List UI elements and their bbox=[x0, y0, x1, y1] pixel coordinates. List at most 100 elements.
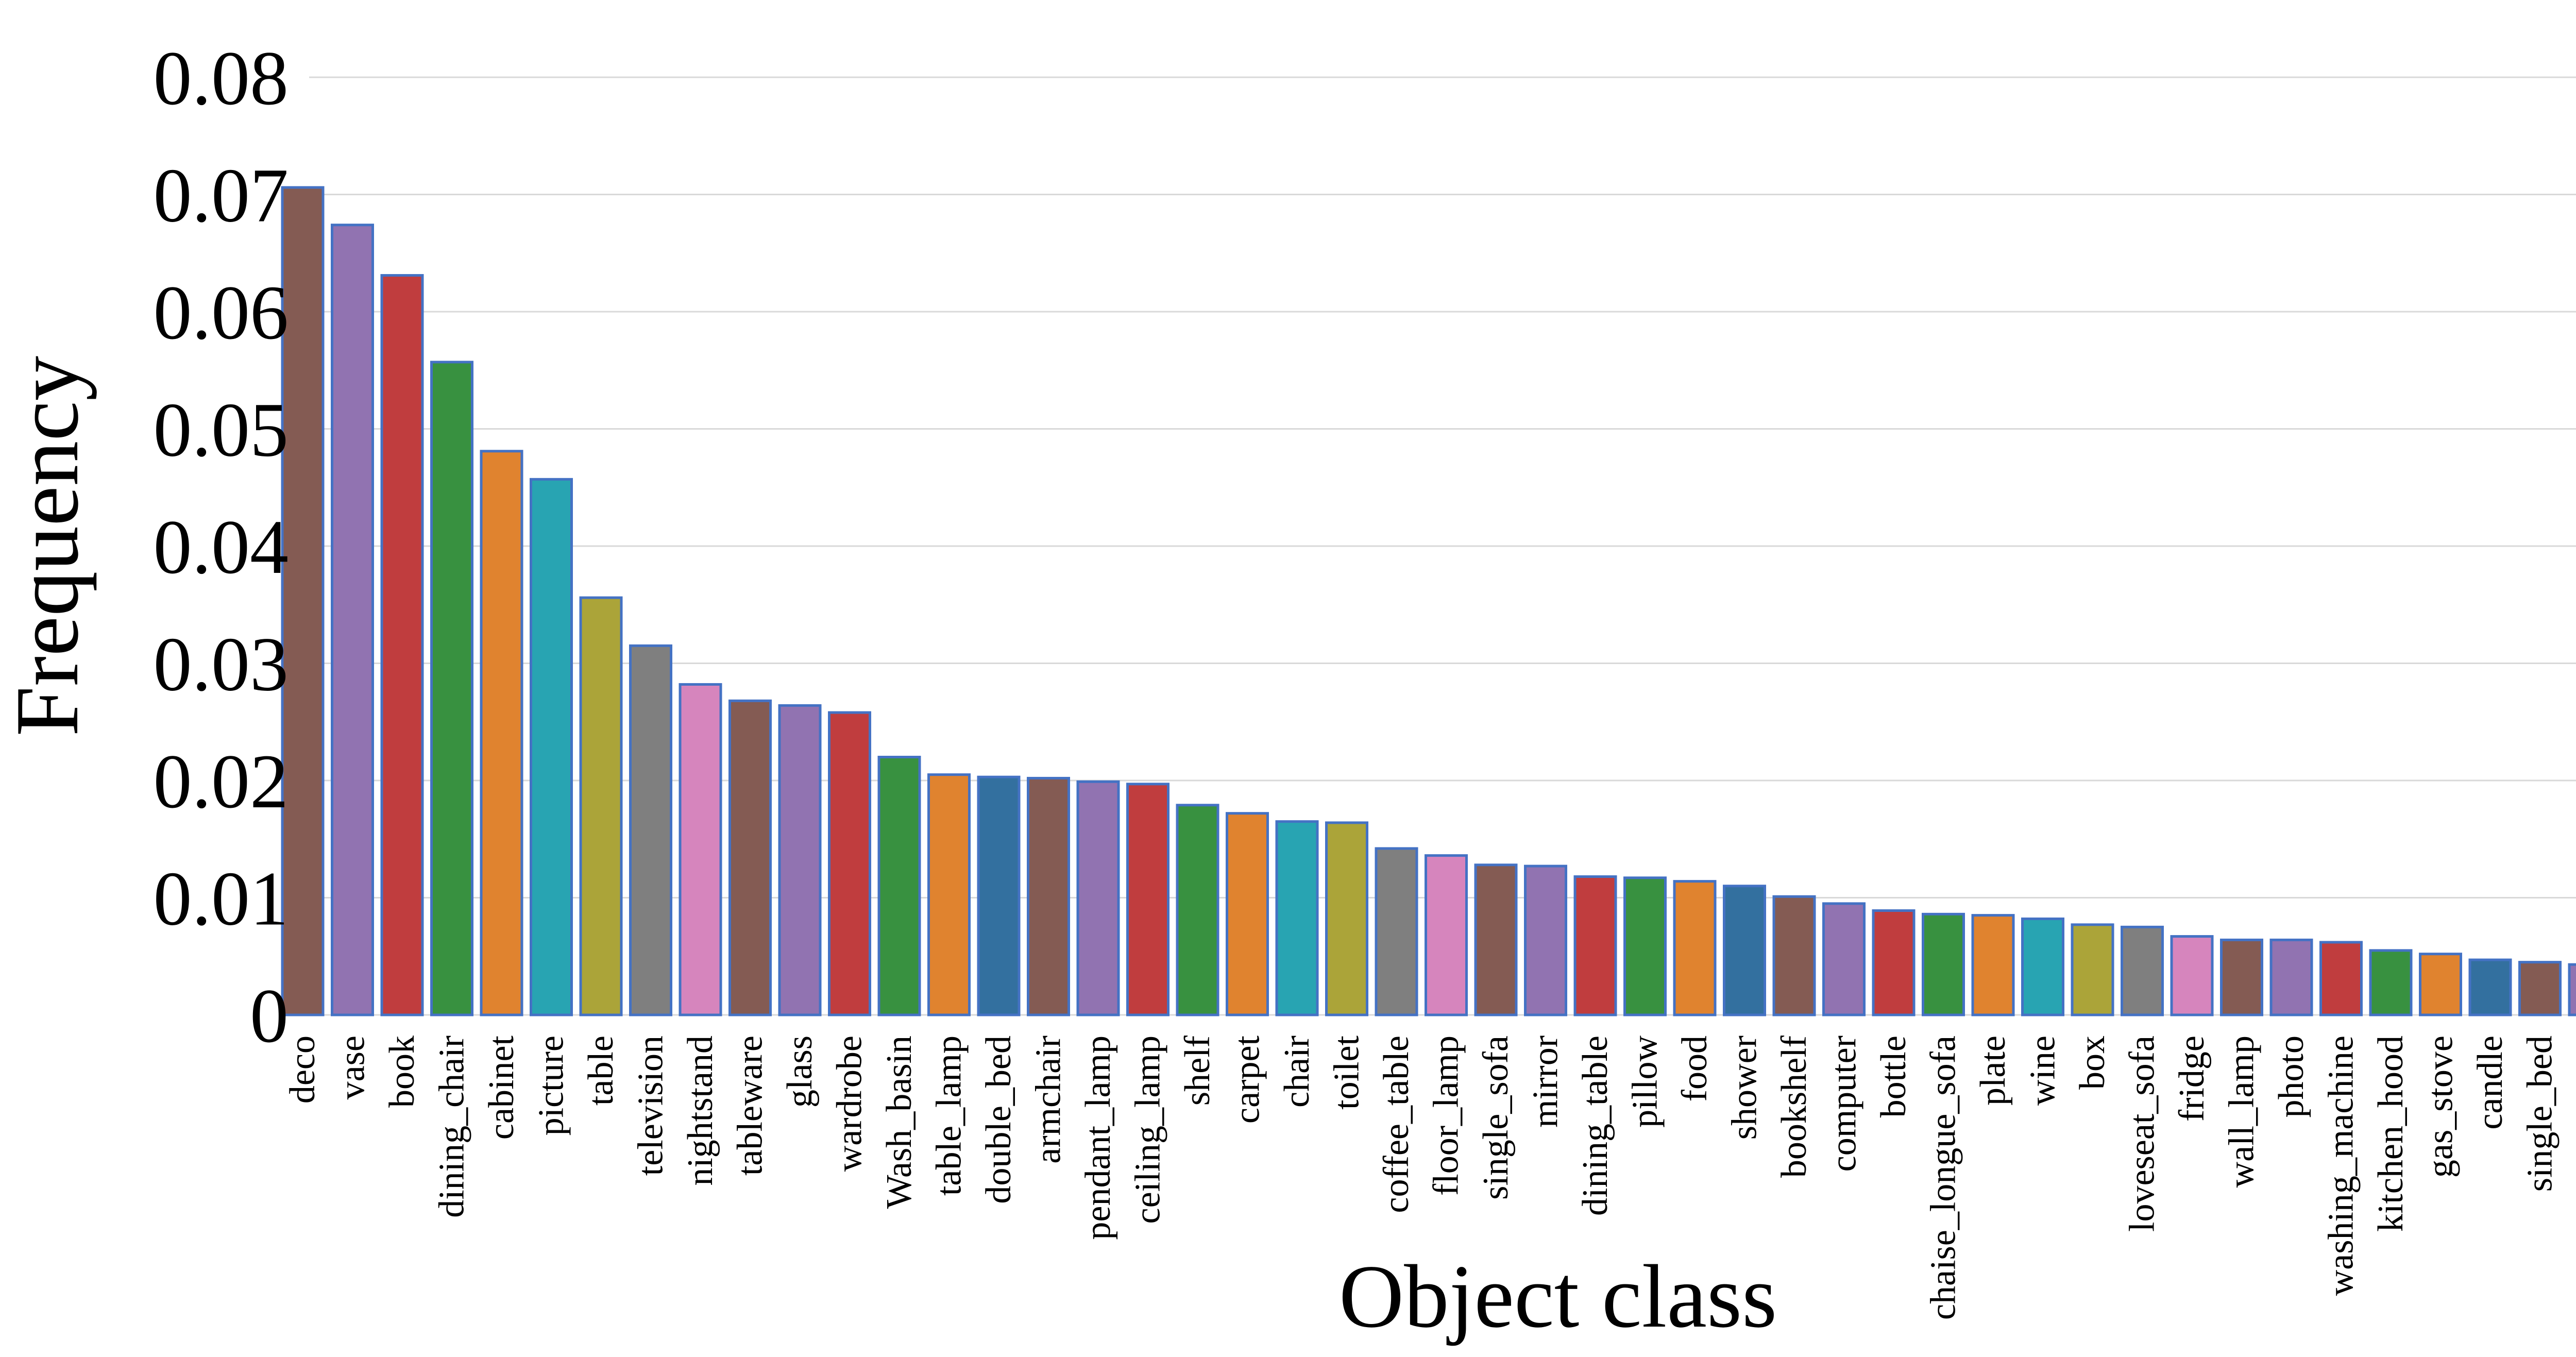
x-tick-label-food: food bbox=[1675, 1036, 1715, 1101]
x-tick-label-book: book bbox=[382, 1036, 422, 1108]
x-tick-label-fridge: fridge bbox=[2172, 1036, 2212, 1122]
bar-loveseat_sofa bbox=[2121, 925, 2164, 1016]
bar-shower bbox=[1723, 885, 1766, 1016]
bar-bookshelf bbox=[1772, 895, 1816, 1016]
bar-glass bbox=[778, 704, 822, 1016]
bar-pillow bbox=[1623, 876, 1667, 1016]
y-tick-label-0.08: 0.08 bbox=[154, 36, 289, 121]
x-axis-title: Object class bbox=[1339, 1246, 1777, 1346]
bar-mirror bbox=[1524, 864, 1567, 1016]
x-tick-label-ceiling_lamp: ceiling_lamp bbox=[1128, 1036, 1168, 1224]
x-tick-label-candle: candle bbox=[2470, 1036, 2510, 1130]
x-tick-label-television: television bbox=[631, 1036, 671, 1176]
y-tick-label-0.05: 0.05 bbox=[154, 387, 289, 473]
bar-chaise_longue_sofa bbox=[1922, 912, 1965, 1016]
x-tick-label-plate: plate bbox=[1973, 1036, 2013, 1106]
x-tick-label-cabinet: cabinet bbox=[482, 1035, 521, 1140]
bar-box bbox=[2071, 923, 2114, 1016]
bar-cabinet bbox=[480, 450, 523, 1016]
bar-pendant_lamp bbox=[1076, 780, 1120, 1016]
bar-carpet bbox=[1226, 812, 1269, 1016]
bar-shelf bbox=[1176, 804, 1219, 1016]
bar-single_sofa bbox=[1474, 863, 1518, 1016]
bar-air_conditioner bbox=[2568, 963, 2576, 1016]
bar-deco bbox=[281, 186, 325, 1016]
x-tick-label-bottle: bottle bbox=[1874, 1036, 1913, 1117]
x-tick-label-shelf: shelf bbox=[1178, 1035, 1217, 1106]
x-tick-label-picture: picture bbox=[532, 1036, 571, 1135]
bars-group bbox=[281, 186, 2576, 1016]
y-tick-label-0: 0 bbox=[250, 973, 289, 1059]
bar-double_bed bbox=[977, 775, 1021, 1016]
x-tick-label-armchair: armchair bbox=[1029, 1036, 1069, 1164]
bar-chair bbox=[1275, 820, 1319, 1016]
x-tick-label-washing_machine: washing_machine bbox=[2321, 1036, 2361, 1296]
bar-computer bbox=[1822, 902, 1866, 1016]
bar-vase bbox=[331, 224, 374, 1016]
bar-wardrobe bbox=[828, 711, 871, 1016]
bar-photo bbox=[2269, 938, 2313, 1016]
y-tick-label-0.04: 0.04 bbox=[154, 504, 289, 590]
bar-picture bbox=[530, 478, 573, 1016]
x-tick-label-coffee_table: coffee_table bbox=[1377, 1036, 1416, 1213]
bar-single_bed bbox=[2518, 961, 2562, 1016]
x-tick-label-box: box bbox=[2073, 1036, 2112, 1090]
x-tick-label-mirror: mirror bbox=[1526, 1036, 1566, 1128]
bar-bottle bbox=[1872, 909, 1916, 1016]
bar-dining_table bbox=[1573, 875, 1617, 1016]
x-tick-label-shower: shower bbox=[1725, 1036, 1765, 1140]
x-tick-label-wall_lamp: wall_lamp bbox=[2222, 1036, 2262, 1188]
x-tick-label-tableware: tableware bbox=[731, 1036, 770, 1176]
x-tick-label-dining_chair: dining_chair bbox=[432, 1036, 472, 1218]
x-tick-label-wardrobe: wardrobe bbox=[830, 1036, 870, 1172]
x-tick-label-table: table bbox=[581, 1036, 621, 1106]
x-tick-label-single_bed: single_bed bbox=[2520, 1036, 2560, 1192]
y-tick-label-0.02: 0.02 bbox=[154, 739, 289, 824]
bar-wall_lamp bbox=[2220, 938, 2263, 1016]
x-tick-label-deco: deco bbox=[283, 1036, 323, 1104]
y-tick-label-0.01: 0.01 bbox=[154, 856, 289, 942]
bar-plate bbox=[1971, 914, 2015, 1016]
y-tick-label-0.07: 0.07 bbox=[154, 153, 289, 239]
bar-television bbox=[629, 644, 672, 1016]
bar-toilet bbox=[1325, 821, 1368, 1016]
bar-coffee_table bbox=[1375, 847, 1418, 1016]
x-tick-label-computer: computer bbox=[1824, 1036, 1864, 1172]
y-tick-label-0.03: 0.03 bbox=[154, 622, 289, 707]
bar-book bbox=[380, 274, 424, 1016]
bar-washing_machine bbox=[2319, 941, 2363, 1016]
x-tick-label-gas_stove: gas_stove bbox=[2421, 1036, 2461, 1178]
x-tick-label-floor_lamp: floor_lamp bbox=[1427, 1036, 1466, 1196]
gridlines-group bbox=[309, 76, 2576, 1016]
x-tick-label-loveseat_sofa: loveseat_sofa bbox=[2123, 1036, 2162, 1232]
x-tick-label-bookshelf: bookshelf bbox=[1774, 1035, 1814, 1178]
x-tick-label-pillow: pillow bbox=[1625, 1036, 1665, 1128]
x-tick-label-kitchen_hood: kitchen_hood bbox=[2371, 1036, 2411, 1232]
bar-tableware bbox=[728, 699, 772, 1016]
x-tick-label-carpet: carpet bbox=[1228, 1035, 1267, 1124]
x-tick-label-nightstand: nightstand bbox=[681, 1036, 720, 1186]
x-tick-label-vase: vase bbox=[333, 1036, 372, 1099]
x-tick-label-wine: wine bbox=[2023, 1036, 2063, 1106]
y-axis-tick-labels: 0 0.01 0.02 0.03 0.04 0.05 0.06 0.07 0.08 bbox=[154, 36, 289, 1059]
x-tick-label-Wash_basin: Wash_basin bbox=[879, 1036, 919, 1209]
bar-kitchen_hood bbox=[2369, 949, 2413, 1016]
y-axis-title: Frequency bbox=[0, 356, 97, 737]
x-tick-label-photo: photo bbox=[2272, 1036, 2311, 1117]
bar-dining_chair bbox=[430, 361, 473, 1016]
bar-ceiling_lamp bbox=[1126, 783, 1170, 1016]
x-tick-label-pendant_lamp: pendant_lamp bbox=[1078, 1036, 1118, 1240]
x-tick-label-air_conditioner: air_conditioner bbox=[2570, 1036, 2576, 1256]
bar-floor_lamp bbox=[1425, 854, 1468, 1016]
bar-food bbox=[1673, 880, 1717, 1016]
x-tick-label-toilet: toilet bbox=[1327, 1035, 1367, 1109]
bar-gas_stove bbox=[2419, 953, 2462, 1016]
x-tick-label-glass: glass bbox=[780, 1036, 820, 1108]
x-axis-tick-labels: deco vase book dining_chair cabinet picture ta… bbox=[283, 1035, 2576, 1320]
bar-armchair bbox=[1027, 776, 1070, 1016]
x-tick-label-dining_table: dining_table bbox=[1575, 1036, 1615, 1216]
x-tick-label-double_bed: double_bed bbox=[979, 1036, 1019, 1204]
x-tick-label-chaise_longue_sofa: chaise_longue_sofa bbox=[1924, 1036, 1963, 1320]
